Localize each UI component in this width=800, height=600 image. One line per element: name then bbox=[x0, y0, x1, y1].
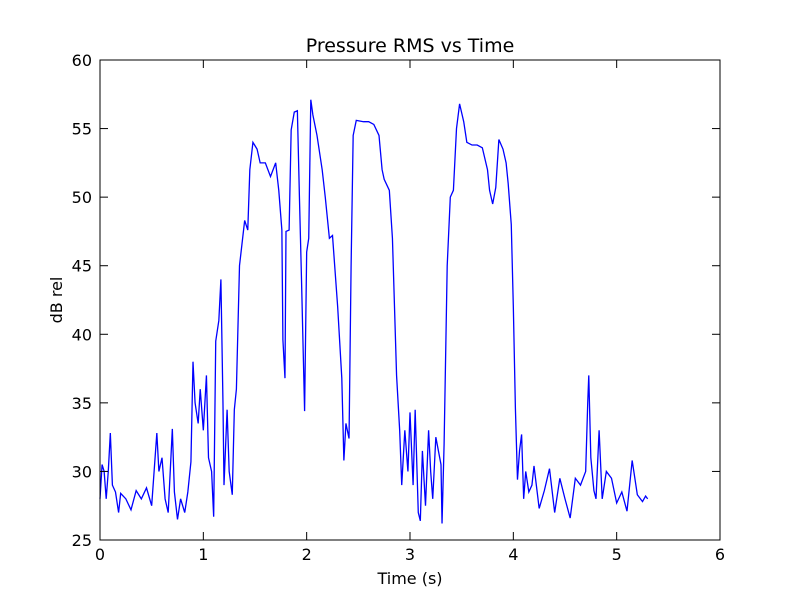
x-tick-label: 0 bbox=[95, 545, 105, 564]
x-tick-label: 6 bbox=[715, 545, 725, 564]
y-tick-label: 30 bbox=[72, 462, 92, 481]
y-axis-label: dB rel bbox=[47, 277, 66, 324]
y-tick-label: 35 bbox=[72, 394, 92, 413]
y-tick-label: 40 bbox=[72, 325, 92, 344]
y-tick-label: 50 bbox=[72, 188, 92, 207]
y-tick-label: 55 bbox=[72, 120, 92, 139]
y-tick-label: 25 bbox=[72, 531, 92, 550]
x-tick-label: 2 bbox=[302, 545, 312, 564]
x-axis-label: Time (s) bbox=[376, 569, 442, 588]
x-tick-label: 4 bbox=[508, 545, 518, 564]
x-tick-label: 1 bbox=[198, 545, 208, 564]
chart-title: Pressure RMS vs Time bbox=[306, 35, 515, 57]
x-tick-label: 3 bbox=[405, 545, 415, 564]
x-tick-label: 5 bbox=[612, 545, 622, 564]
data-line bbox=[99, 99, 649, 524]
y-tick-label: 45 bbox=[72, 257, 92, 276]
y-tick-label: 60 bbox=[72, 51, 92, 70]
